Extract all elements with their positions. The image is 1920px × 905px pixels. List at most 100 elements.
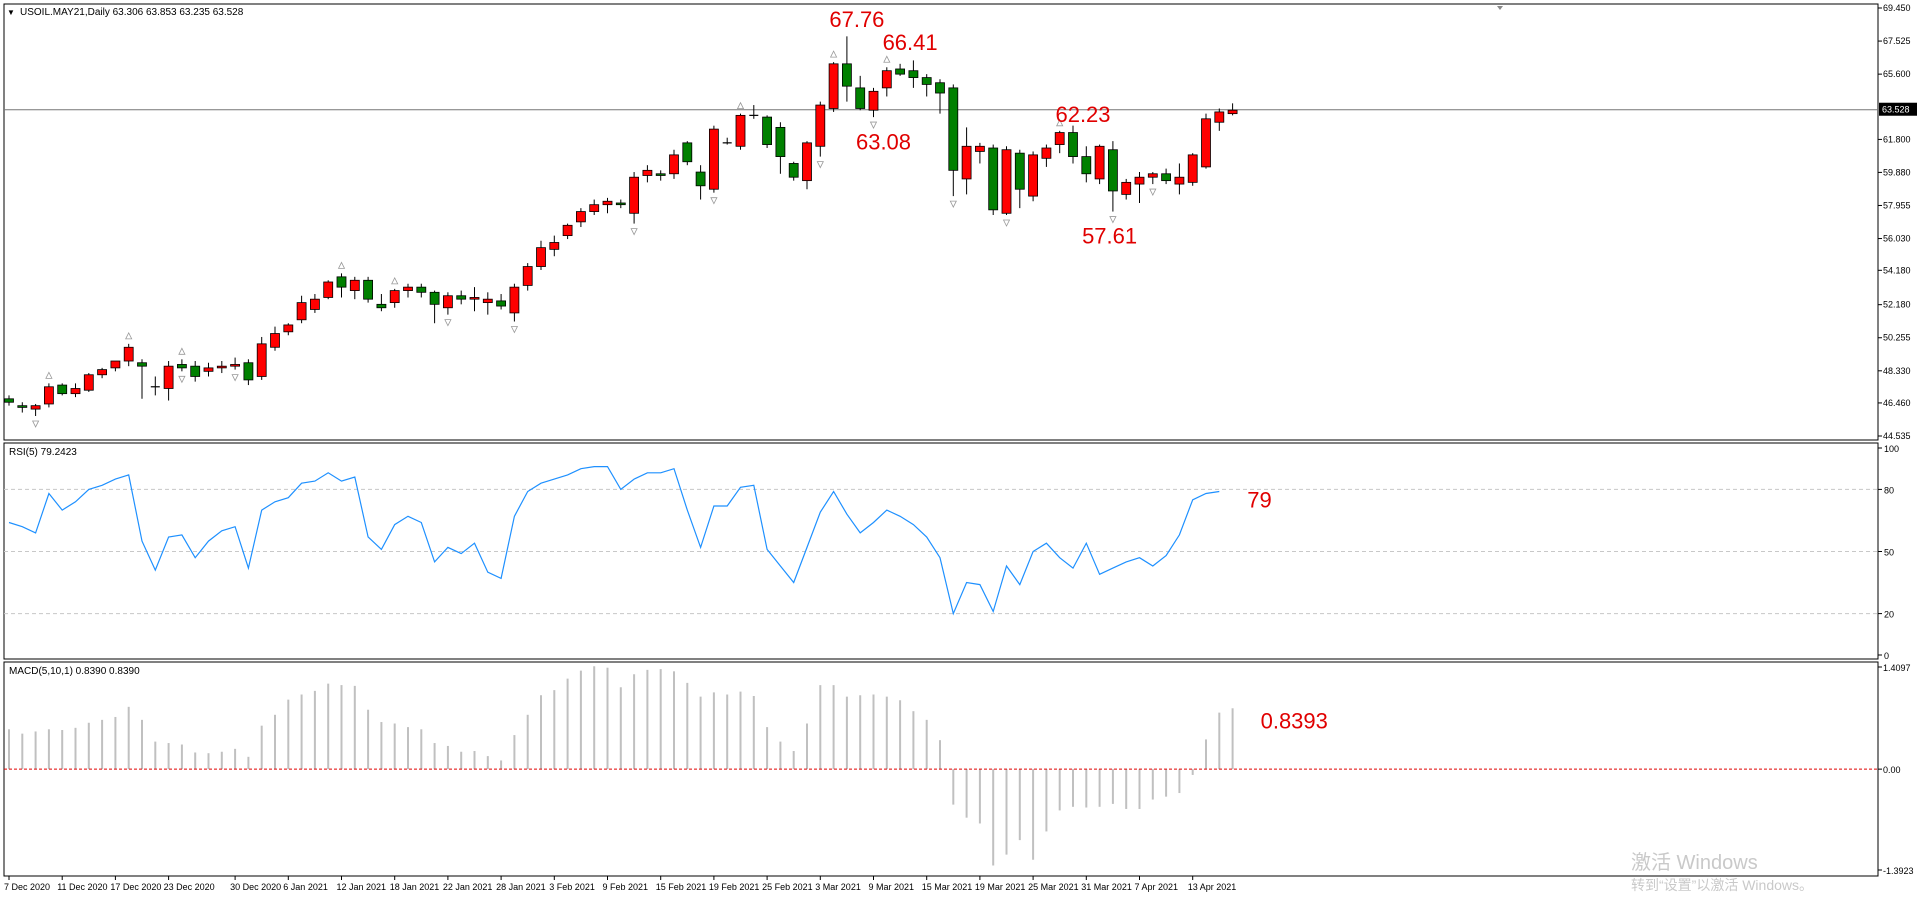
candle xyxy=(842,36,852,102)
price-panel-header: USOIL.MAY21,Daily 63.306 63.853 63.235 6… xyxy=(20,7,244,18)
price-axis-label: 69.450 xyxy=(1883,3,1911,13)
rsi-annotation: 79 xyxy=(1247,487,1271,512)
candle xyxy=(576,208,586,228)
candle-body xyxy=(1094,145,1105,180)
candle xyxy=(855,75,866,111)
candle-body xyxy=(243,362,254,381)
candle xyxy=(802,141,812,190)
x-axis-label: 6 Jan 2021 xyxy=(283,882,328,892)
candle-body xyxy=(1001,149,1012,214)
candle xyxy=(709,125,719,193)
candle xyxy=(536,240,546,270)
candle-body xyxy=(709,128,719,190)
rsi-axis-label: 100 xyxy=(1884,444,1899,454)
candle-body xyxy=(669,154,679,175)
candle-body xyxy=(216,365,227,369)
fractal-down-marker xyxy=(816,161,824,169)
candle-body xyxy=(57,384,68,395)
candle-body xyxy=(83,374,94,391)
candle-body xyxy=(695,171,706,187)
candle xyxy=(1227,103,1238,116)
candle xyxy=(163,361,174,401)
candle-body xyxy=(1054,132,1065,145)
fractal-down-marker xyxy=(510,326,519,334)
candle-body xyxy=(1174,176,1185,185)
macd-panel-header: MACD(5,10,1) 0.8390 0.8390 xyxy=(9,666,140,677)
fractal-up-marker xyxy=(178,347,186,355)
candle xyxy=(110,360,121,372)
candle xyxy=(549,235,560,257)
candle xyxy=(442,292,453,315)
candle xyxy=(44,383,54,408)
candle-body xyxy=(442,295,453,309)
candle-body xyxy=(283,324,294,333)
price-axis-label: 61.800 xyxy=(1883,134,1911,144)
candle xyxy=(682,141,693,166)
fractal-down-marker xyxy=(949,200,957,208)
candle xyxy=(602,197,613,214)
candle-body xyxy=(828,63,839,109)
candle-body xyxy=(1081,156,1092,175)
x-axis-label: 25 Feb 2021 xyxy=(762,882,813,892)
fractal-down-marker xyxy=(178,375,186,384)
candle-body xyxy=(469,297,480,300)
candle xyxy=(1041,144,1052,167)
candle xyxy=(669,149,679,179)
price-axis-label: 67.525 xyxy=(1883,36,1911,46)
candle xyxy=(1028,151,1038,202)
candle xyxy=(509,283,520,322)
candle-body xyxy=(509,286,520,314)
fractal-down-marker xyxy=(444,319,452,327)
candle-body xyxy=(482,298,493,304)
candle-body xyxy=(762,116,772,145)
x-axis-label: 11 Dec 2020 xyxy=(57,882,107,892)
x-axis-label: 18 Jan 2021 xyxy=(390,882,440,892)
candle xyxy=(522,263,533,291)
candle xyxy=(948,84,959,197)
x-axis-label: 31 Mar 2021 xyxy=(1081,882,1132,892)
candle-body xyxy=(855,87,866,109)
candle xyxy=(735,113,746,150)
candle xyxy=(70,383,81,398)
candle xyxy=(403,283,413,298)
fractal-up-marker xyxy=(45,371,53,379)
candle xyxy=(416,283,427,298)
price-panel-collapse-icon[interactable]: ▼ xyxy=(7,8,15,17)
candle xyxy=(309,294,320,313)
candle xyxy=(749,105,759,119)
candle-body xyxy=(908,70,919,78)
price-annotation: 66.41 xyxy=(883,30,938,55)
candle-body xyxy=(416,286,427,293)
candle xyxy=(97,367,107,379)
macd-axis-label: 0.00 xyxy=(1883,765,1901,775)
fractal-down-marker xyxy=(710,197,718,205)
candle-body xyxy=(549,242,560,250)
candle-body xyxy=(336,276,347,288)
candle xyxy=(176,359,187,372)
candle-body xyxy=(163,365,174,389)
candle-body xyxy=(935,82,945,94)
candle-body xyxy=(1134,176,1145,185)
candle-body xyxy=(230,364,241,367)
candle xyxy=(469,287,480,312)
fractal-down-marker xyxy=(630,228,638,236)
candle-body xyxy=(921,77,932,85)
candle xyxy=(788,161,799,181)
price-axis-label: 65.600 xyxy=(1883,69,1911,79)
candle-body xyxy=(323,281,334,298)
price-axis-label: 44.535 xyxy=(1883,431,1911,441)
price-annotation: 63.08 xyxy=(856,129,911,154)
candle xyxy=(429,290,440,324)
candle xyxy=(589,199,600,215)
candle-body xyxy=(1201,118,1211,168)
x-axis-label: 7 Dec 2020 xyxy=(4,882,50,892)
candle-body xyxy=(602,200,613,206)
candle xyxy=(655,170,666,181)
x-axis-label: 23 Dec 2020 xyxy=(164,882,215,892)
rsi-axis-label: 0 xyxy=(1884,651,1889,661)
candle xyxy=(815,101,826,157)
candle xyxy=(283,323,294,336)
candle-body xyxy=(17,405,28,408)
candle xyxy=(1134,172,1145,203)
